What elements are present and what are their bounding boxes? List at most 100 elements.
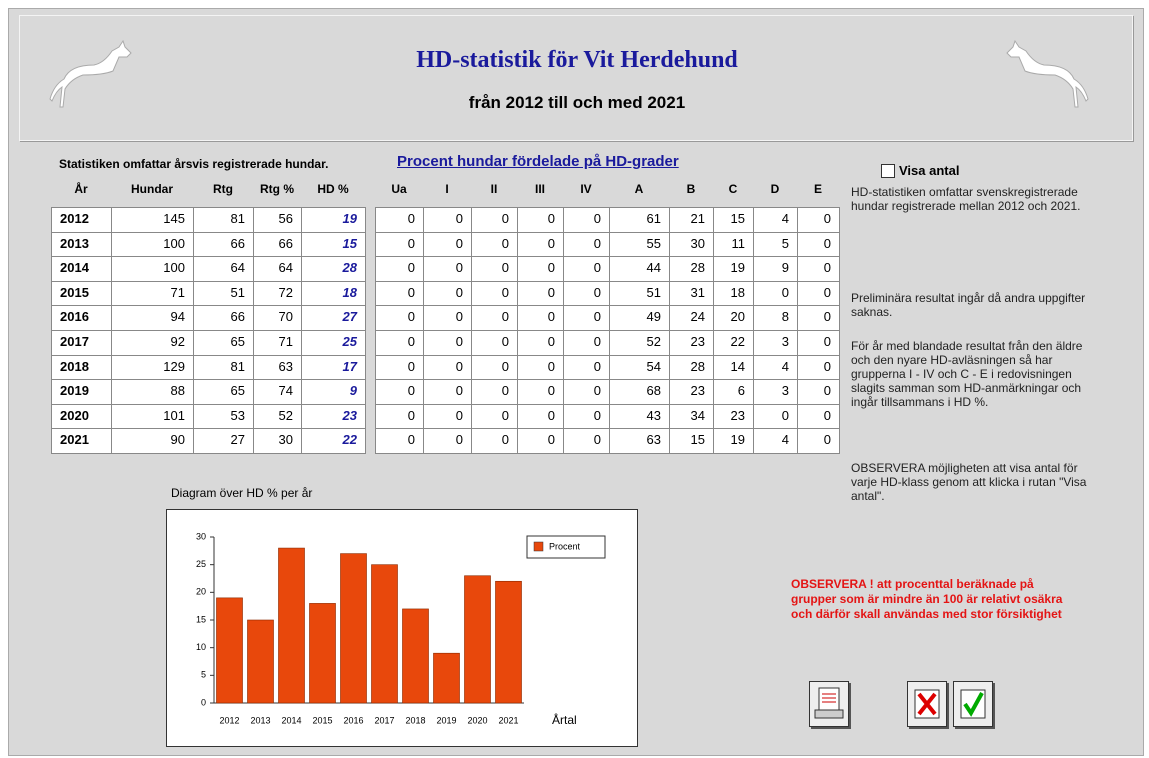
table-cell: 0 — [797, 428, 840, 454]
table-cell: 0 — [517, 281, 564, 307]
table-cell: 0 — [797, 355, 840, 381]
print-button[interactable] — [809, 681, 849, 727]
table-cell: 0 — [753, 281, 798, 307]
table-cell: 0 — [797, 379, 840, 405]
show-count-checkbox[interactable]: Visa antal — [881, 163, 959, 178]
table-cell: 0 — [563, 355, 610, 381]
table-cell: 0 — [423, 207, 472, 233]
table-cell: 19 — [713, 256, 754, 282]
x-tick-label: 2013 — [250, 715, 270, 725]
legend-label: Procent — [549, 541, 581, 551]
table-cell: 4 — [753, 207, 798, 233]
table-cell: 0 — [423, 355, 472, 381]
table-cell: 15 — [301, 232, 366, 258]
table-cell: 23 — [301, 404, 366, 430]
column-header: Hundar — [111, 182, 193, 196]
warning-text: OBSERVERA ! att procenttal beräknade på … — [791, 577, 1081, 622]
ok-button[interactable] — [953, 681, 993, 727]
table-cell: 28 — [669, 355, 714, 381]
table-cell: 15 — [669, 428, 714, 454]
table-cell: 4 — [753, 428, 798, 454]
window: HD-statistik för Vit Herdehund från 2012… — [8, 8, 1144, 756]
table-cell: 100 — [111, 256, 194, 282]
table-cell: 0 — [423, 330, 472, 356]
table-cell: 20 — [713, 305, 754, 331]
column-header: IV — [563, 182, 609, 196]
table-cell: 145 — [111, 207, 194, 233]
x-tick-label: 2014 — [281, 715, 301, 725]
table-cell: 0 — [563, 428, 610, 454]
table-cell: 61 — [609, 207, 670, 233]
table-cell: 0 — [797, 281, 840, 307]
y-tick-label: 5 — [201, 670, 206, 680]
bar — [402, 609, 428, 703]
table-cell: 23 — [713, 404, 754, 430]
table-cell: 0 — [471, 305, 518, 331]
column-header: HD % — [301, 182, 365, 196]
table-cell: 2016 — [51, 305, 112, 331]
table-cell: 0 — [375, 281, 424, 307]
x-tick-label: 2015 — [312, 715, 332, 725]
table-cell: 0 — [797, 404, 840, 430]
x-tick-label: 2012 — [219, 715, 239, 725]
table-cell: 88 — [111, 379, 194, 405]
table-cell: 63 — [609, 428, 670, 454]
table-cell: 55 — [609, 232, 670, 258]
y-tick-label: 20 — [196, 587, 206, 597]
table-cell: 17 — [301, 355, 366, 381]
checkbox[interactable] — [881, 164, 895, 178]
table-cell: 0 — [517, 379, 564, 405]
table-cell: 0 — [375, 404, 424, 430]
bar — [278, 548, 304, 703]
table-cell: 0 — [797, 256, 840, 282]
table-cell: 0 — [423, 281, 472, 307]
table-cell: 43 — [609, 404, 670, 430]
table-cell: 15 — [713, 207, 754, 233]
bar — [433, 653, 459, 703]
table-cell: 5 — [753, 232, 798, 258]
table-cell: 2021 — [51, 428, 112, 454]
table-cell: 129 — [111, 355, 194, 381]
table-cell: 2013 — [51, 232, 112, 258]
x-tick-label: 2020 — [467, 715, 487, 725]
x-tick-label: 2018 — [405, 715, 425, 725]
x-tick-label: 2016 — [343, 715, 363, 725]
table-cell: 2017 — [51, 330, 112, 356]
table-cell: 63 — [253, 355, 302, 381]
table-cell: 3 — [753, 379, 798, 405]
table-cell: 0 — [375, 232, 424, 258]
table-cell: 81 — [193, 207, 254, 233]
table-cell: 31 — [669, 281, 714, 307]
column-header: År — [51, 182, 111, 196]
table-cell: 0 — [375, 355, 424, 381]
distribution-link[interactable]: Procent hundar fördelade på HD-grader — [397, 153, 679, 170]
table-cell: 9 — [301, 379, 366, 405]
column-header: C — [713, 182, 753, 196]
cancel-button[interactable] — [907, 681, 947, 727]
header-panel — [19, 15, 1133, 141]
table-cell: 0 — [471, 379, 518, 405]
ok-icon — [954, 682, 992, 726]
x-tick-label: 2021 — [498, 715, 518, 725]
table-cell: 34 — [669, 404, 714, 430]
note: För år med blandade resultat från den äl… — [851, 339, 1101, 409]
y-tick-label: 0 — [201, 697, 206, 707]
column-header: Ua — [375, 182, 423, 196]
table-cell: 0 — [471, 428, 518, 454]
table-cell: 22 — [713, 330, 754, 356]
table-cell: 71 — [253, 330, 302, 356]
table-cell: 0 — [797, 232, 840, 258]
x-axis-label: Årtal — [552, 712, 577, 727]
table-cell: 2012 — [51, 207, 112, 233]
table-cell: 18 — [713, 281, 754, 307]
table-cell: 0 — [375, 428, 424, 454]
x-tick-label: 2017 — [374, 715, 394, 725]
y-tick-label: 25 — [196, 559, 206, 569]
table-cell: 0 — [563, 330, 610, 356]
table-cell: 0 — [423, 232, 472, 258]
table-cell: 0 — [563, 256, 610, 282]
bar — [247, 620, 273, 703]
chart-title: Diagram över HD % per år — [171, 486, 312, 500]
table-cell: 56 — [253, 207, 302, 233]
